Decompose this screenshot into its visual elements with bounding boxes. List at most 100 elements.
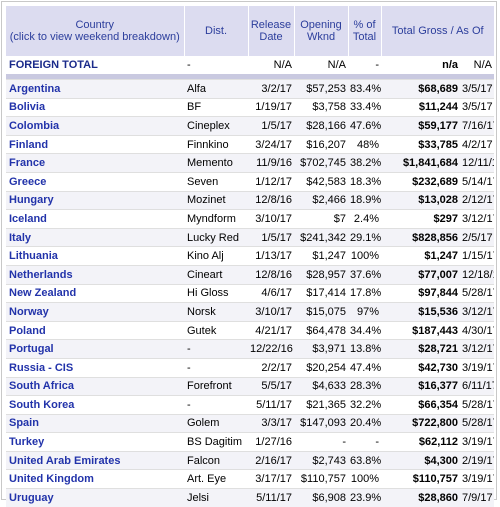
foreign-total-gross: n/a: [381, 56, 460, 74]
table-row: South Korea -5/11/17 $21,365 32.2% $66,354 5/…: [6, 395, 495, 415]
table-row: France Memento 11/9/16 $702,745 38.2% $1,841,…: [6, 153, 495, 173]
table-row: Spain Golem 3/3/17 $147,093 20.4% $722,800 5/2…: [6, 413, 495, 433]
country-link[interactable]: Turkey: [6, 432, 184, 452]
release-date-cell: 12/22/16: [248, 339, 294, 359]
country-link[interactable]: Poland: [6, 320, 184, 340]
opening-wknd-cell: $1,247: [294, 246, 348, 266]
distributor-cell: -: [184, 339, 248, 359]
table-row: South Africa Forefront 5/5/17 $4,633 28.3% $1…: [6, 376, 495, 396]
country-link[interactable]: Netherlands: [6, 264, 184, 285]
as-of-cell: 7/9/17: [460, 488, 495, 507]
as-of-cell: 3/12/17: [460, 302, 495, 322]
release-date-cell: 3/2/17: [248, 79, 294, 99]
pct-total-cell: 33.4%: [348, 97, 381, 117]
release-date-cell: 2/16/17: [248, 450, 294, 470]
total-gross-cell: $11,244: [381, 97, 460, 117]
table-row: Poland Gutek 4/21/17 $64,478 34.4% $187,443 4/…: [6, 320, 495, 340]
total-gross-cell: $15,536: [381, 302, 460, 322]
table-row: Uruguay Jelsi 5/11/17 $6,908 23.9% $28,860 7/9…: [6, 488, 495, 507]
country-link[interactable]: Uruguay: [6, 488, 184, 507]
pct-total-cell: 97%: [348, 302, 381, 322]
as-of-cell: 3/19/17: [460, 432, 495, 452]
table-row: Colombia Cineplex 1/5/17 $28,166 47.6% $59,17…: [6, 116, 495, 136]
opening-wknd-cell: $16,207: [294, 134, 348, 154]
release-date-cell: 4/6/17: [248, 283, 294, 303]
country-link[interactable]: Argentina: [6, 79, 184, 99]
as-of-cell: 3/19/17: [460, 357, 495, 377]
as-of-cell: 5/14/17: [460, 171, 495, 192]
opening-wknd-cell: $2,743: [294, 450, 348, 470]
pct-total-cell: 2.4%: [348, 209, 381, 229]
country-link[interactable]: South Africa: [6, 376, 184, 396]
table-row: New Zealand Hi Gloss 4/6/17 $17,414 17.8% $97…: [6, 283, 495, 303]
pct-total-cell: 100%: [348, 246, 381, 266]
opening-wknd-cell: -: [294, 432, 348, 452]
release-date-cell: 1/5/17: [248, 227, 294, 247]
table-row: Hungary Mozinet 12/8/16 $2,466 18.9% $13,028 2…: [6, 190, 495, 210]
distributor-cell: Hi Gloss: [184, 283, 248, 303]
pct-total-cell: 18.9%: [348, 190, 381, 210]
release-date-cell: 12/8/16: [248, 264, 294, 285]
foreign-total-opening: N/A: [294, 56, 348, 74]
table-row: Norway Norsk 3/10/17 $15,075 97% $15,536 3/12/…: [6, 302, 495, 322]
distributor-cell: BS Dagitim: [184, 432, 248, 452]
total-gross-cell: $722,800: [381, 413, 460, 433]
table-row: United Arab Emirates Falcon 2/16/17 $2,743 6…: [6, 450, 495, 470]
as-of-cell: 5/28/17: [460, 413, 495, 433]
header-total-gross: Total Gross / As Of: [381, 6, 495, 56]
foreign-total-pct: -: [348, 56, 381, 74]
release-date-cell: 5/11/17: [248, 488, 294, 507]
distributor-cell: Forefront: [184, 376, 248, 396]
table-row: Lithuania Kino Alj 1/13/17 $1,247 100% $1,247…: [6, 246, 495, 266]
country-link[interactable]: United Arab Emirates: [6, 450, 184, 470]
opening-wknd-cell: $241,342: [294, 227, 348, 247]
total-gross-cell: $66,354: [381, 395, 460, 415]
country-link[interactable]: New Zealand: [6, 283, 184, 303]
total-gross-cell: $16,377: [381, 376, 460, 396]
table-row: United Kingdom Art. Eye 3/17/17 $110,757 100…: [6, 469, 495, 489]
table-row: Russia - CIS -2/2/17 $20,254 47.4% $42,730 3/…: [6, 357, 495, 377]
header-country-label[interactable]: Country: [75, 19, 115, 31]
distributor-cell: Kino Alj: [184, 246, 248, 266]
release-date-cell: 12/8/16: [248, 190, 294, 210]
country-link[interactable]: Colombia: [6, 116, 184, 136]
as-of-cell: 12/18/16: [460, 264, 495, 285]
country-link[interactable]: United Kingdom: [6, 469, 184, 489]
country-link[interactable]: Greece: [6, 171, 184, 192]
release-date-cell: 4/21/17: [248, 320, 294, 340]
as-of-cell: 3/5/17: [460, 97, 495, 117]
country-link[interactable]: Bolivia: [6, 97, 184, 117]
total-gross-cell: $28,860: [381, 488, 460, 507]
opening-wknd-cell: $3,758: [294, 97, 348, 117]
country-link[interactable]: Russia - CIS: [6, 357, 184, 377]
total-gross-cell: $62,112: [381, 432, 460, 452]
opening-wknd-cell: $15,075: [294, 302, 348, 322]
table-row: Bolivia BF 1/19/17 $3,758 33.4% $11,244 3/5/17: [6, 97, 495, 117]
country-link[interactable]: Norway: [6, 302, 184, 322]
header-country[interactable]: Country (click to view weekend breakdown): [6, 6, 185, 56]
country-link[interactable]: Lithuania: [6, 246, 184, 266]
country-link[interactable]: Finland: [6, 134, 184, 154]
opening-wknd-cell: $17,414: [294, 283, 348, 303]
opening-wknd-cell: $28,166: [294, 116, 348, 136]
country-link[interactable]: Iceland: [6, 209, 184, 229]
foreign-total-asof: N/A: [460, 56, 495, 74]
country-link[interactable]: Hungary: [6, 190, 184, 210]
country-link[interactable]: Portugal: [6, 339, 184, 359]
pct-total-cell: 38.2%: [348, 153, 381, 173]
as-of-cell: 2/19/17: [460, 450, 495, 470]
release-date-cell: 3/10/17: [248, 302, 294, 322]
table-row: Portugal -12/22/16 $3,971 13.8% $28,721 3/12/…: [6, 339, 495, 359]
distributor-cell: Cineart: [184, 264, 248, 285]
table-row: Greece Seven 1/12/17 $42,583 18.3% $232,689 5/…: [6, 171, 495, 192]
total-gross-cell: $77,007: [381, 264, 460, 285]
pct-total-cell: 47.6%: [348, 116, 381, 136]
country-link[interactable]: France: [6, 153, 184, 173]
country-link[interactable]: Italy: [6, 227, 184, 247]
release-date-cell: 3/10/17: [248, 209, 294, 229]
distributor-cell: Myndform: [184, 209, 248, 229]
country-link[interactable]: Spain: [6, 413, 184, 433]
total-gross-cell: $4,300: [381, 450, 460, 470]
country-link[interactable]: South Korea: [6, 395, 184, 415]
total-gross-cell: $42,730: [381, 357, 460, 377]
